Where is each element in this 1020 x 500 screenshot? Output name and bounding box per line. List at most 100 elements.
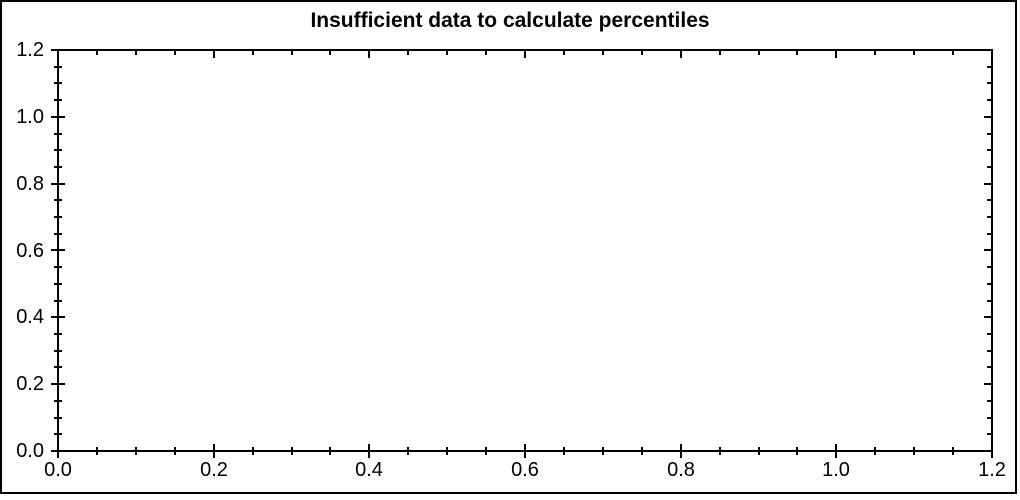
x-minor-tick-bottom — [758, 447, 760, 455]
y-major-tick-left — [51, 316, 65, 318]
x-major-tick-top — [57, 51, 59, 58]
y-minor-tick-left — [54, 300, 62, 302]
y-tick-label: 0.4 — [16, 306, 44, 328]
chart-title: Insufficient data to calculate percentil… — [310, 9, 710, 32]
y-tick-label: 1.0 — [16, 106, 44, 128]
y-major-tick-right — [984, 383, 991, 385]
y-minor-tick-left — [54, 82, 62, 84]
y-major-tick-right — [984, 450, 991, 452]
y-minor-tick-left — [54, 166, 62, 168]
y-minor-tick-left — [54, 233, 62, 235]
plot-area — [57, 49, 993, 452]
x-tick-label: 1.2 — [978, 459, 1006, 481]
y-minor-tick-right — [987, 99, 991, 101]
y-tick-label: 1.2 — [16, 39, 44, 61]
y-major-tick-left — [51, 450, 65, 452]
x-major-tick-top — [991, 51, 993, 58]
x-minor-tick-bottom — [485, 447, 487, 455]
y-major-tick-right — [984, 49, 991, 51]
y-major-tick-right — [984, 183, 991, 185]
y-minor-tick-right — [987, 199, 991, 201]
y-minor-tick-right — [987, 266, 991, 268]
x-minor-tick-bottom — [602, 447, 604, 455]
x-minor-tick-top — [796, 51, 798, 55]
x-minor-tick-bottom — [719, 447, 721, 455]
y-major-tick-left — [51, 383, 65, 385]
y-minor-tick-right — [987, 82, 991, 84]
x-minor-tick-top — [407, 51, 409, 55]
y-minor-tick-left — [54, 99, 62, 101]
y-tick-label: 0.8 — [16, 173, 44, 195]
x-minor-tick-bottom — [407, 447, 409, 455]
y-tick-label: 0.0 — [16, 440, 44, 462]
y-minor-tick-right — [987, 300, 991, 302]
x-minor-tick-top — [485, 51, 487, 55]
y-minor-tick-right — [987, 233, 991, 235]
y-tick-label: 0.6 — [16, 240, 44, 262]
y-major-tick-left — [51, 249, 65, 251]
x-minor-tick-top — [329, 51, 331, 55]
y-minor-tick-right — [987, 366, 991, 368]
y-minor-tick-left — [54, 400, 62, 402]
y-tick-label: 0.2 — [16, 373, 44, 395]
x-minor-tick-top — [135, 51, 137, 55]
x-minor-tick-top — [291, 51, 293, 55]
y-major-tick-right — [984, 116, 991, 118]
y-minor-tick-left — [54, 433, 62, 435]
x-tick-label: 0.8 — [667, 459, 695, 481]
y-minor-tick-right — [987, 216, 991, 218]
x-major-tick-top — [835, 51, 837, 58]
x-minor-tick-bottom — [446, 447, 448, 455]
x-minor-tick-top — [446, 51, 448, 55]
x-tick-label: 0.2 — [200, 459, 228, 481]
x-minor-tick-bottom — [329, 447, 331, 455]
x-major-tick-top — [368, 51, 370, 58]
y-minor-tick-left — [54, 216, 62, 218]
x-major-tick-bottom — [835, 444, 837, 458]
y-minor-tick-left — [54, 283, 62, 285]
x-minor-tick-bottom — [252, 447, 254, 455]
x-major-tick-bottom — [680, 444, 682, 458]
x-major-tick-bottom — [991, 444, 993, 458]
x-minor-tick-bottom — [563, 447, 565, 455]
y-major-tick-left — [51, 49, 65, 51]
x-tick-label: 0.6 — [511, 459, 539, 481]
y-major-tick-left — [51, 183, 65, 185]
y-major-tick-left — [51, 116, 65, 118]
y-minor-tick-left — [54, 133, 62, 135]
x-minor-tick-bottom — [291, 447, 293, 455]
y-minor-tick-right — [987, 149, 991, 151]
x-minor-tick-top — [96, 51, 98, 55]
y-minor-tick-right — [987, 350, 991, 352]
x-minor-tick-bottom — [913, 447, 915, 455]
y-minor-tick-left — [54, 149, 62, 151]
y-minor-tick-left — [54, 417, 62, 419]
y-major-tick-right — [984, 249, 991, 251]
x-major-tick-top — [680, 51, 682, 58]
y-minor-tick-right — [987, 283, 991, 285]
x-minor-tick-top — [874, 51, 876, 55]
x-major-tick-top — [213, 51, 215, 58]
x-minor-tick-top — [563, 51, 565, 55]
y-minor-tick-right — [987, 400, 991, 402]
y-minor-tick-left — [54, 366, 62, 368]
x-minor-tick-bottom — [174, 447, 176, 455]
y-minor-tick-left — [54, 66, 62, 68]
y-major-tick-right — [984, 316, 991, 318]
x-minor-tick-top — [641, 51, 643, 55]
x-minor-tick-top — [952, 51, 954, 55]
x-minor-tick-bottom — [641, 447, 643, 455]
x-minor-tick-bottom — [796, 447, 798, 455]
y-minor-tick-right — [987, 333, 991, 335]
y-minor-tick-right — [987, 417, 991, 419]
x-minor-tick-top — [719, 51, 721, 55]
x-minor-tick-top — [758, 51, 760, 55]
y-minor-tick-left — [54, 333, 62, 335]
x-minor-tick-top — [174, 51, 176, 55]
x-major-tick-top — [524, 51, 526, 58]
y-minor-tick-right — [987, 433, 991, 435]
y-minor-tick-left — [54, 199, 62, 201]
x-tick-label: 0.0 — [44, 459, 72, 481]
x-minor-tick-bottom — [96, 447, 98, 455]
